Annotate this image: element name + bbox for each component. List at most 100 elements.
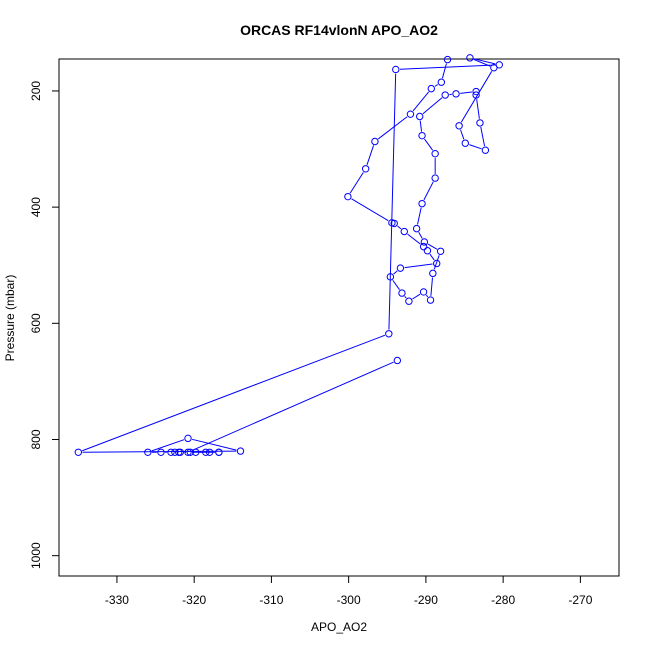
series-line-segment [425,294,429,298]
data-point [157,448,165,456]
series-line-segment [82,334,386,452]
y-tick-label: 800 [29,429,43,449]
data-point [398,289,406,297]
data-point [371,137,379,146]
y-tick-label: 400 [29,197,43,217]
data-point [205,448,214,456]
series-line-segment [419,120,423,132]
data-point [455,122,463,130]
data-point [393,356,402,365]
series-line-segment [460,71,493,123]
x-tick-label: -270 [568,593,592,607]
series-line-segment [429,253,435,261]
data-point [423,246,432,255]
data-point [426,296,435,304]
data-point [466,54,474,62]
y-tick-label: 200 [29,81,43,101]
data-point [412,224,421,233]
series-line-segment [191,438,237,451]
data-point [184,434,192,443]
data-point [361,165,370,173]
data-point [144,448,152,456]
data-point [400,227,408,236]
data-point [436,247,445,255]
series-line-segment [430,277,433,296]
x-tick-label: -320 [182,593,206,607]
series-line-segment [424,138,434,151]
data-point [215,448,223,456]
data-point [419,288,428,296]
data-point [385,330,393,338]
data-point [472,87,480,96]
series-line-segment [423,181,434,201]
series-line-segment [366,145,375,165]
series-line-segment [418,232,423,239]
data-point [390,219,398,228]
y-axis-label: Pressure (mbar) [3,275,17,362]
series-line-segment [422,97,443,115]
data-point [472,91,480,99]
series-line-segment [351,198,389,222]
y-axis: 200 400 600 800 1000 [29,81,59,569]
x-tick-label: -330 [105,593,129,607]
series-line-segment [473,58,496,65]
data-point [429,269,437,278]
series-line-segment [349,172,364,194]
data-point [171,448,179,456]
y-tick-label: 1000 [29,542,43,569]
data-point [192,448,200,456]
series-line-segment [476,99,480,119]
data-point [396,264,405,272]
series-line-segment [441,63,447,79]
data-point [418,131,426,140]
data-point [392,65,400,74]
data-point [236,447,245,455]
data-point [184,448,192,456]
data-point [431,174,439,182]
data-point [416,112,424,121]
data-point [443,55,452,64]
data-point [405,297,413,305]
data-point [481,146,490,154]
x-tick-label: -280 [491,593,515,607]
data-point [476,119,484,127]
series-line-segment [412,91,430,112]
plot-frame [58,58,620,577]
series-line-segment [460,91,472,94]
chart-title: ORCAS RF14vlonN APO_AO2 [240,22,438,38]
series-line-segment [399,64,496,70]
data-point [167,448,175,456]
series-line-segment [393,270,398,275]
data-point [202,448,210,456]
series-line-segment [191,361,394,452]
series-line-segment [427,243,438,250]
x-tick-label: -300 [337,593,361,607]
data-point [433,259,441,268]
series-line-segment [417,207,422,225]
data-point [419,242,428,251]
data-point [386,273,395,281]
data-point [441,91,449,99]
data-point [427,84,436,93]
series-line-segment [397,225,402,230]
data-point [176,448,184,456]
y-tick-label: 600 [29,313,43,333]
x-tick-label: -310 [259,593,283,607]
series-line-segment [460,129,465,140]
data-point [420,238,429,246]
data-point [431,149,439,158]
series-line-segment [388,73,397,330]
data-point [418,199,426,208]
data-point [495,61,503,69]
plot-area [74,54,503,456]
series-line-segment [480,126,486,147]
series-line-segment [469,144,482,150]
x-axis: -330 -320 -310 -300 -290 -280 -270 [105,576,593,607]
x-axis-label: APO_AO2 [311,620,367,634]
x-tick-label: -290 [414,593,438,607]
series-line-segment [404,295,407,299]
series-line-segment [151,439,185,452]
data-point [452,90,460,98]
data-point [186,448,195,456]
